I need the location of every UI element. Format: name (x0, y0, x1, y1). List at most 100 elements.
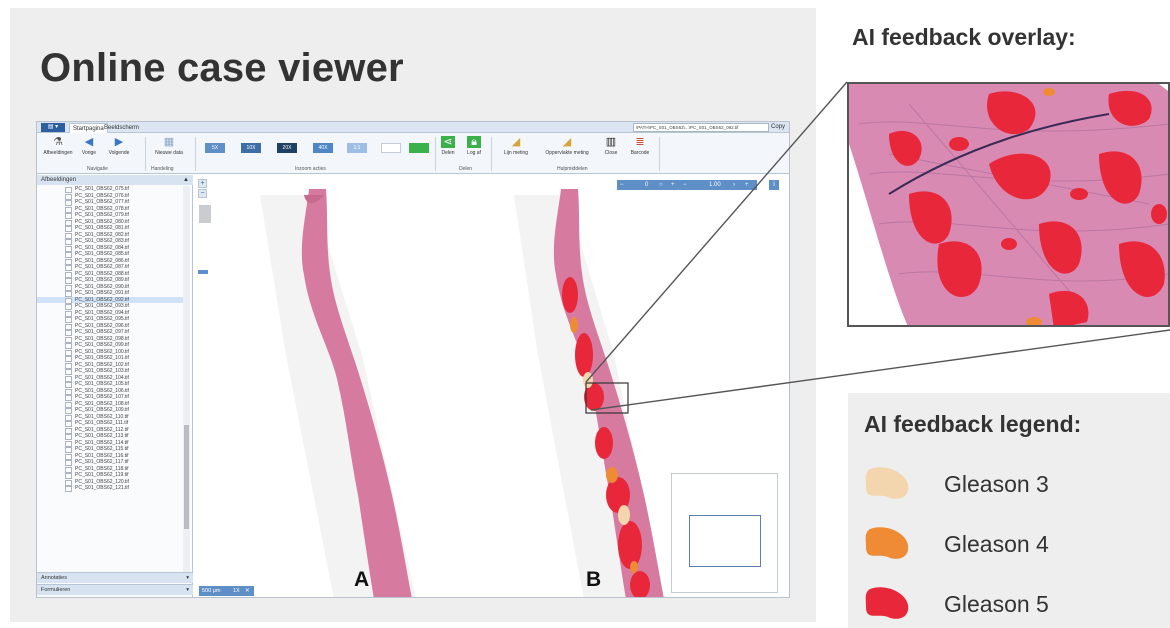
sidebar-header[interactable]: Afbeeldingen ▲ (37, 175, 193, 185)
file-list-item[interactable]: PC_S01_OBS62_075.tif (37, 186, 183, 193)
file-list-item[interactable]: PC_S01_OBS62_117.tif (37, 459, 183, 466)
file-list-item[interactable]: PC_S01_OBS62_112.tif (37, 427, 183, 433)
overview-viewport-box[interactable] (689, 515, 761, 567)
zoom-out-button[interactable]: − (198, 189, 207, 198)
file-list-item[interactable]: PC_S01_OBS62_092.tif (37, 296, 183, 303)
file-list-item[interactable]: PC_S01_OBS62_078.tif (37, 206, 183, 212)
file-list-item[interactable]: PC_S01_OBS62_113.tif (37, 433, 183, 440)
previous-button[interactable]: ◀ Vorige (77, 136, 101, 156)
file-list-item[interactable]: PC_S01_OBS62_115.tif (37, 446, 183, 453)
file-list-item[interactable]: PC_S01_OBS62_094.tif (37, 310, 183, 316)
logout-button[interactable]: 🔒︎ Log af (463, 136, 485, 156)
file-path-field[interactable]: \PATH\PC_S01_OBS62\...\PC_S01_OBS62_092.… (633, 123, 769, 132)
file-list-item[interactable]: PC_S01_OBS62_116.tif (37, 453, 183, 459)
file-list-item[interactable]: PC_S01_OBS62_084.tif (37, 245, 183, 251)
file-list-item[interactable]: PC_S01_OBS62_108.tif (37, 401, 183, 407)
file-list-item[interactable]: PC_S01_OBS62_079.tif (37, 212, 183, 219)
rotation-zoom-controls[interactable]: − 0 ○ + − 1.00 › + (617, 180, 757, 190)
file-list-item[interactable]: PC_S01_OBS62_091.tif (37, 290, 183, 297)
zoom-region-box (585, 382, 629, 414)
file-list-item[interactable]: PC_S01_OBS62_076.tif (37, 193, 183, 199)
file-list-item[interactable]: PC_S01_OBS62_087.tif (37, 264, 183, 271)
plus-icon[interactable]: + (671, 182, 675, 188)
file-list-item[interactable]: PC_S01_OBS62_096.tif (37, 323, 183, 329)
slide-canvas (260, 189, 760, 597)
slide-viewer[interactable]: + − − 0 ○ + − 1.00 › + i 500 µm 1X ✕ (194, 175, 789, 597)
zoom-in-button[interactable]: + (198, 179, 207, 188)
zoom-40x-button[interactable]: 40X (313, 143, 333, 153)
copy-button[interactable]: Copy (771, 124, 786, 130)
overview-map[interactable] (671, 473, 778, 593)
zoom-10x-button[interactable]: 10X (241, 143, 261, 153)
zoom-fit-button[interactable] (381, 143, 401, 153)
file-list-item[interactable]: PC_S01_OBS62_104.tif (37, 375, 183, 381)
scale-zoom: 1X (233, 588, 240, 594)
zoom-20x-button[interactable]: 20X (277, 143, 297, 153)
legend-panel: AI feedback legend: Gleason 3 Gleason 4 … (848, 393, 1170, 628)
file-list-item[interactable]: PC_S01_OBS62_098.tif (37, 336, 183, 342)
zoom-1-1-button[interactable]: 1:1 (347, 143, 367, 153)
file-list-item[interactable]: PC_S01_OBS62_111.tif (37, 420, 183, 427)
line-measure-button[interactable]: ◢ Lijn meting (497, 136, 535, 156)
file-list-item[interactable]: PC_S01_OBS62_114.tif (37, 440, 183, 446)
scale-bar: 500 µm 1X ✕ (199, 586, 254, 596)
info-icon[interactable]: i (769, 180, 779, 190)
minus-icon[interactable]: − (683, 182, 687, 188)
panel-label-a: A (354, 568, 370, 591)
close-icon[interactable]: ✕ (245, 588, 250, 594)
file-list-item[interactable]: PC_S01_OBS62_095.tif (37, 316, 183, 323)
file-list-item[interactable]: PC_S01_OBS62_085.tif (37, 251, 183, 258)
group-label-tools: Hulpmiddelen (557, 166, 588, 172)
file-list-item[interactable]: PC_S01_OBS62_120.tif (37, 479, 183, 485)
chevron-up-icon: ▲ (183, 177, 189, 183)
sidebar-section-forms[interactable]: Formulieren ▾ (37, 584, 193, 595)
file-list-item[interactable]: PC_S01_OBS62_080.tif (37, 219, 183, 225)
sidebar-scrollbar[interactable] (183, 186, 190, 572)
file-list-item[interactable]: PC_S01_OBS62_100.tif (37, 349, 183, 355)
file-list-item[interactable]: PC_S01_OBS62_110.tif (37, 414, 183, 420)
file-list-item[interactable]: PC_S01_OBS62_121.tif (37, 485, 183, 492)
next-button[interactable]: ▶ Volgende (103, 136, 135, 156)
file-list-item[interactable]: PC_S01_OBS62_089.tif (37, 277, 183, 284)
file-list-item[interactable]: PC_S01_OBS62_090.tif (37, 284, 183, 290)
zoom-5x-button[interactable]: 5X (205, 143, 225, 153)
sidebar-section-annotations[interactable]: Annotaties ▾ (37, 572, 193, 583)
rotate-icon[interactable]: ○ (659, 182, 663, 188)
file-list-item[interactable]: PC_S01_OBS62_088.tif (37, 271, 183, 277)
sidebar-scroll-thumb[interactable] (184, 425, 189, 529)
file-list-item[interactable]: PC_S01_OBS62_093.tif (37, 303, 183, 310)
file-list-item[interactable]: PC_S01_OBS62_081.tif (37, 225, 183, 232)
share-button[interactable]: ⋖ Delen (439, 136, 457, 156)
minus-icon[interactable]: − (620, 182, 624, 188)
zoom-slider-mark (198, 270, 208, 274)
file-list-item[interactable]: PC_S01_OBS62_101.tif (37, 355, 183, 362)
images-button[interactable]: ⚗ Afbeeldingen (43, 136, 73, 156)
app-menu-button[interactable]: ▤ ▾ (41, 123, 65, 132)
share-icon: ⋖ (441, 136, 455, 148)
tab-beeldscherm[interactable]: Beeldscherm (104, 125, 140, 131)
close-button[interactable]: ▥ Close (601, 136, 621, 156)
file-list-item[interactable]: PC_S01_OBS62_103.tif (37, 368, 183, 375)
file-list-item[interactable]: PC_S01_OBS62_107.tif (37, 394, 183, 401)
file-list-item[interactable]: PC_S01_OBS62_109.tif (37, 407, 183, 414)
file-list-item[interactable]: PC_S01_OBS62_105.tif (37, 381, 183, 388)
file-list-item[interactable]: PC_S01_OBS62_082.tif (37, 232, 183, 238)
file-list-item[interactable]: PC_S01_OBS62_099.tif (37, 342, 183, 349)
file-list-item[interactable]: PC_S01_OBS62_106.tif (37, 388, 183, 394)
file-list-item[interactable]: PC_S01_OBS62_118.tif (37, 466, 183, 472)
tab-startpagina[interactable]: Startpagina (69, 123, 108, 133)
zoom-slider[interactable] (199, 205, 211, 223)
new-data-button[interactable]: ▦ Nieuwe data (149, 136, 189, 156)
file-list-item[interactable]: PC_S01_OBS62_102.tif (37, 362, 183, 368)
file-list-item[interactable]: PC_S01_OBS62_077.tif (37, 199, 183, 206)
file-list-item[interactable]: PC_S01_OBS62_119.tif (37, 472, 183, 479)
file-list-item[interactable]: PC_S01_OBS62_086.tif (37, 258, 183, 264)
connector-line (585, 81, 848, 383)
file-list-item[interactable]: PC_S01_OBS62_083.tif (37, 238, 183, 245)
barcode-button[interactable]: ≣ Barcode (627, 136, 653, 156)
file-list-item[interactable]: PC_S01_OBS62_097.tif (37, 329, 183, 336)
plus-icon[interactable]: + (745, 182, 749, 188)
area-measure-button[interactable]: ◢ Oppervlakte meting (539, 136, 595, 156)
zoom-green-button[interactable] (409, 143, 429, 153)
chevron-right-icon[interactable]: › (733, 182, 735, 188)
